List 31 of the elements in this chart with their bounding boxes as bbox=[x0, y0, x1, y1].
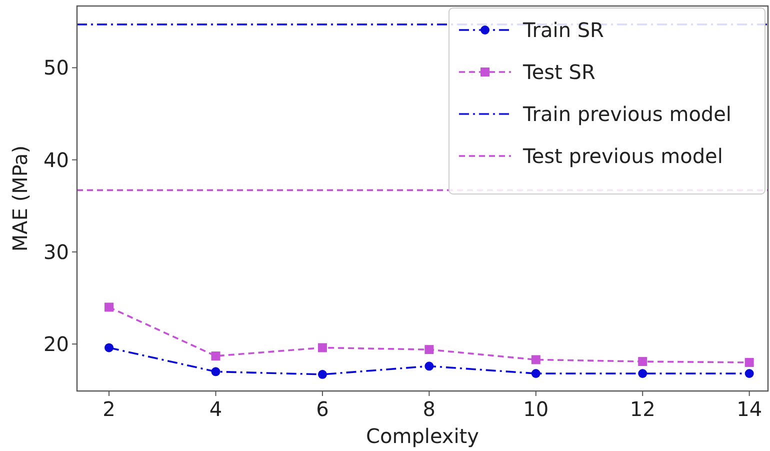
point bbox=[744, 358, 754, 367]
y-tick-label: 40 bbox=[44, 148, 69, 172]
legend-label: Train previous model bbox=[522, 102, 732, 126]
point bbox=[318, 343, 327, 352]
y-tick-label: 20 bbox=[44, 332, 69, 356]
point bbox=[104, 302, 114, 312]
point bbox=[531, 355, 540, 364]
point bbox=[211, 352, 220, 360]
y-tick-label: 50 bbox=[44, 56, 69, 80]
y-tick-label: 30 bbox=[44, 240, 69, 264]
x-tick-label: 10 bbox=[523, 397, 549, 421]
x-axis-title: Complexity bbox=[366, 424, 480, 448]
point bbox=[104, 343, 114, 352]
x-tick-label: 14 bbox=[736, 397, 762, 421]
point bbox=[318, 370, 327, 379]
point bbox=[424, 345, 434, 354]
point bbox=[744, 369, 754, 378]
x-tick-label: 6 bbox=[316, 397, 329, 421]
y-axis-title: MAE (MPa) bbox=[8, 145, 32, 252]
x-tick-label: 2 bbox=[102, 397, 116, 421]
legend-label: Train SR bbox=[522, 18, 604, 42]
legend-label: Test SR bbox=[522, 60, 596, 84]
point bbox=[211, 367, 220, 376]
point bbox=[531, 369, 540, 378]
x-tick-label: 8 bbox=[422, 397, 436, 421]
x-tick-label: 4 bbox=[209, 397, 222, 421]
x-tick-label: 12 bbox=[630, 397, 656, 421]
legend-label: Test previous model bbox=[522, 144, 723, 168]
point bbox=[424, 362, 434, 371]
point bbox=[638, 357, 648, 366]
point bbox=[638, 369, 648, 378]
